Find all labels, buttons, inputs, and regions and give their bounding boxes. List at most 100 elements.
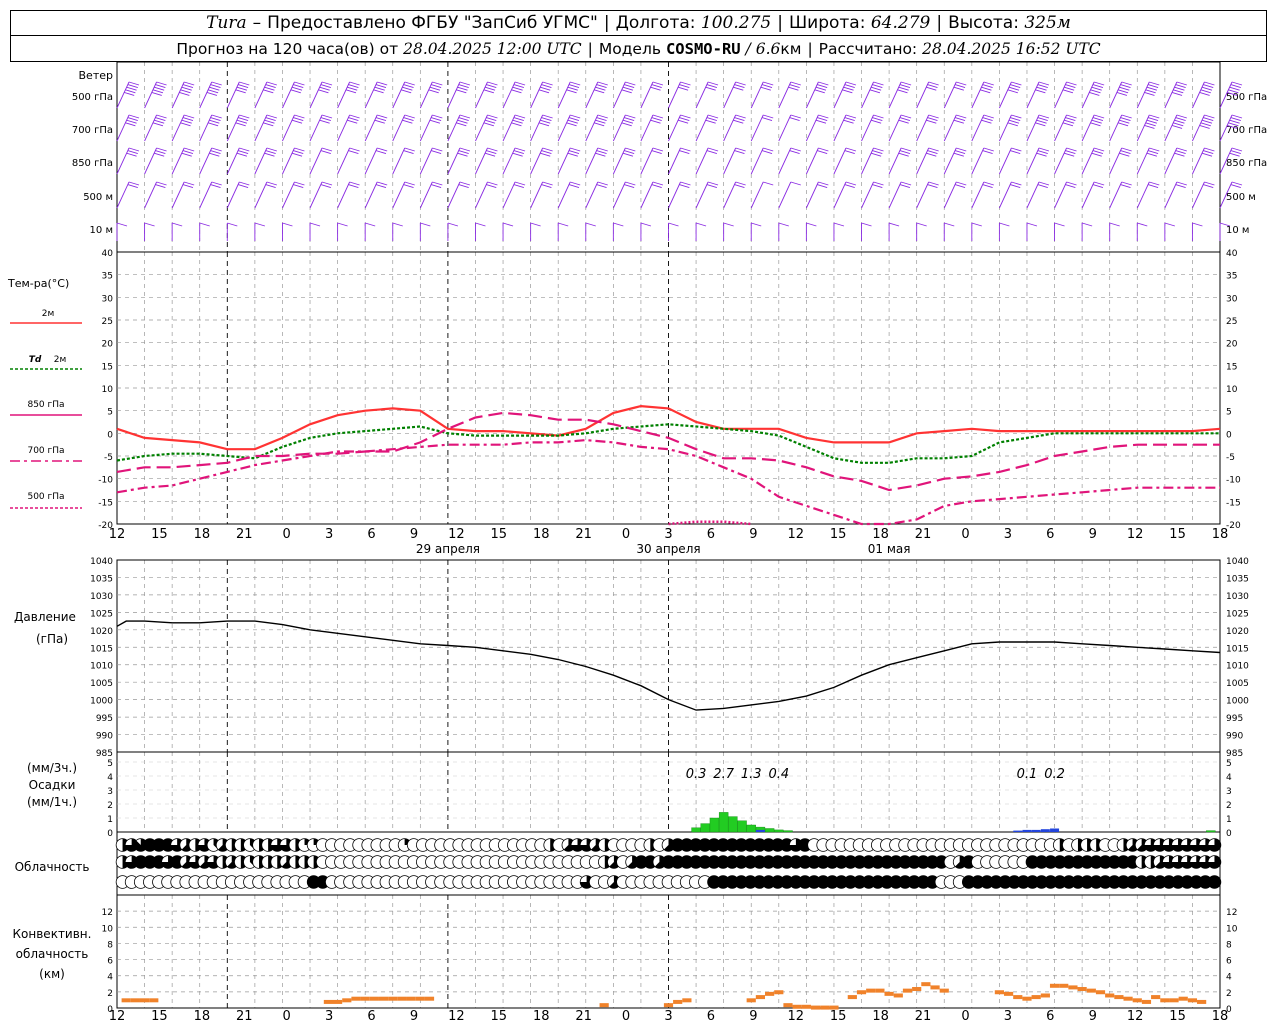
wind-barb-flag	[677, 119, 689, 124]
conv-bar	[893, 993, 903, 998]
wind-barb-shaft	[282, 181, 295, 209]
wind-barb-flag	[707, 81, 719, 86]
wind-barb-flag	[761, 84, 773, 89]
wind-barb-flag	[182, 184, 194, 189]
wind-barb-flag	[1064, 86, 1075, 91]
wind-barb-flag	[706, 184, 718, 189]
temp-tick-right: -15	[1226, 498, 1241, 508]
wind-barb-flag	[1230, 184, 1241, 189]
wind-barb-flag	[1230, 84, 1241, 89]
wind-barb-flag	[680, 181, 691, 186]
wind-barb-shaft	[1026, 114, 1040, 142]
wind-barb-flag	[926, 86, 937, 91]
wind-barb-flag	[1146, 119, 1158, 124]
wind-barb-flag	[981, 119, 992, 124]
wind-barb-flag	[625, 147, 636, 152]
wind-barb-flag	[789, 117, 800, 122]
wind-barb-flag	[1092, 150, 1104, 155]
conv-bar	[149, 998, 159, 1003]
conv-bar	[360, 996, 370, 1001]
pressure-tick-right: 995	[1226, 714, 1243, 724]
precip-ylabel: (мм/3ч.)	[27, 761, 77, 775]
time-tick-label-bottom: 18	[533, 1009, 550, 1024]
wind-barb-shaft	[971, 147, 985, 175]
wind-barb-flag	[625, 114, 636, 119]
wind-barb-flag	[514, 147, 526, 152]
conv-tick-right: 8	[1226, 940, 1232, 950]
wind-barb-flag	[403, 184, 414, 189]
wind-barb-flag	[1149, 81, 1160, 86]
wind-barb-flag	[430, 184, 442, 189]
precip-snow-bar	[1040, 829, 1050, 832]
wind-barb-flag	[1173, 89, 1184, 94]
wind-barb-flag	[513, 84, 524, 89]
wind-barb-flag	[181, 152, 192, 157]
wind-barb-shaft	[1109, 114, 1123, 142]
wind-barb-flag	[321, 181, 333, 186]
wind-barb-flag	[235, 122, 246, 127]
wind-barb-flag	[897, 89, 908, 94]
wind-barb-flag	[1231, 81, 1243, 86]
conv-bar	[1095, 990, 1106, 995]
wind-barb-flag	[845, 147, 857, 152]
time-tick-label: 9	[749, 527, 757, 542]
wind-barb-flag	[541, 117, 552, 122]
wind-barb-flag	[650, 119, 661, 124]
wind-barb-flag	[116, 222, 128, 227]
wind-barb-shaft	[144, 147, 157, 175]
wind-barb-flag	[156, 147, 167, 152]
wind-barb-flag	[734, 84, 745, 89]
wind-barb-flag	[291, 119, 303, 124]
wind-barb-shaft	[116, 81, 130, 109]
wind-barb-flag	[869, 89, 881, 94]
wind-barb-flag	[622, 119, 634, 124]
pressure-tick-left: 990	[96, 732, 113, 742]
wind-barb-flag	[983, 181, 994, 186]
wind-barb-flag	[814, 89, 825, 94]
station-name: Tura	[206, 13, 247, 33]
wind-barb-flag	[181, 119, 192, 124]
time-tick-label: 18	[533, 527, 550, 542]
wind-barb-flag	[818, 114, 829, 119]
wind-barb-flag	[459, 81, 471, 86]
wind-barb-flag	[487, 147, 498, 152]
wind-barb-flag	[152, 89, 164, 94]
wind-barb-flag	[1199, 91, 1210, 96]
wind-barb-flag	[404, 181, 415, 186]
wind-barb-flag	[459, 181, 471, 186]
wind-barb-flag	[404, 147, 415, 152]
precip-tick-right: 5	[1226, 759, 1232, 769]
wind-barb-flag	[833, 222, 845, 227]
conv-bar	[1059, 983, 1069, 988]
wind-barb-flag	[457, 152, 468, 157]
wind-barb-shaft	[1026, 181, 1040, 209]
wind-barb-flag	[927, 150, 938, 155]
conv-bar	[902, 988, 913, 993]
wind-barb-shaft	[419, 114, 433, 142]
wind-barb-flag	[264, 152, 275, 157]
wind-barb-shaft	[144, 81, 157, 109]
wind-barb-flag	[1146, 152, 1158, 157]
wind-barb-flag	[294, 114, 305, 119]
wind-barb-flag	[512, 119, 523, 124]
wind-barb-flag	[210, 117, 221, 122]
wind-barb-shaft	[805, 81, 819, 109]
temp-legend-title: Тем-ра(°C)	[7, 277, 69, 290]
wind-barb-flag	[180, 89, 191, 94]
wind-barb-flag	[679, 150, 690, 155]
precip-rain-bar	[718, 812, 729, 833]
conv-ylabel: (км)	[39, 967, 65, 981]
temp-tick-left: 15	[102, 362, 113, 372]
wind-barb-shaft	[916, 181, 930, 209]
wind-barb-shaft	[723, 147, 737, 175]
wind-barb-flag	[541, 184, 552, 189]
wind-barb-flag	[320, 184, 331, 189]
time-tick-label: 18	[872, 527, 889, 542]
wind-barb-flag	[1121, 81, 1132, 86]
wind-barb-flag	[483, 122, 495, 127]
wind-barb-flag	[1201, 119, 1213, 124]
wind-barb-shaft	[254, 81, 268, 109]
alt-label: Высота:	[948, 13, 1019, 33]
pressure-tick-right: 990	[1226, 732, 1243, 742]
wind-barb-flag	[1200, 89, 1211, 94]
